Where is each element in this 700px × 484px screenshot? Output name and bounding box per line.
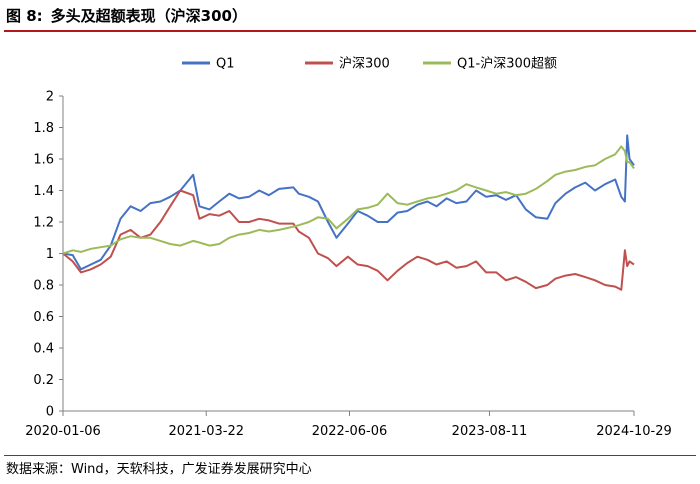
plot-area [62,134,635,291]
y-tick-label: 2 [46,90,54,105]
series-line-3 [62,145,635,255]
line-chart: Q1 沪深300 Q1-沪深300超额 0 0.2 0.4 0.6 0.8 1 1.2 1.4 1.… [25,56,672,440]
figure-label: 图 8: [6,7,43,25]
data-source-note: 数据来源：Wind，天软科技，广发证券发展研究中心 [6,462,312,477]
x-tick-label: 2024-10-29 [596,424,672,439]
x-tick-label: 2020-01-06 [25,424,101,439]
x-tick-label: 2023-08-11 [452,424,528,439]
title-divider [4,30,696,32]
y-tick-label: 0.4 [33,342,54,357]
y-tick-label: 0.2 [33,373,54,388]
figure-title-text: 多头及超额表现（沪深300） [50,7,247,25]
x-axis: 2020-01-06 2021-03-22 2022-06-06 2023-08-11… [25,410,672,439]
series-line-1 [62,134,635,271]
x-tick-label: 2022-06-06 [312,424,388,439]
y-tick-label: 1.4 [33,184,54,199]
y-tick-label: 1.2 [33,216,54,231]
series-line-2 [62,189,635,291]
y-tick-label: 0.8 [33,279,54,294]
chart-legend: Q1 沪深300 Q1-沪深300超额 [182,56,557,72]
legend-label-1: Q1 [216,57,235,72]
figure-title: 图 8: 多头及超额表现（沪深300） [6,4,694,28]
x-tick-label: 2021-03-22 [168,424,244,439]
y-tick-label: 1.8 [33,121,54,136]
y-axis: 0 0.2 0.4 0.6 0.8 1 1.2 1.4 1.6 1.8 2 [33,90,64,420]
y-tick-label: 0 [46,405,54,420]
y-tick-label: 1.6 [33,153,54,168]
y-tick-label: 0.6 [33,310,54,325]
legend-label-3: Q1-沪深300超额 [457,56,557,72]
y-tick-label: 1 [46,247,54,262]
source-divider [4,455,696,456]
legend-label-2: 沪深300 [339,56,390,72]
